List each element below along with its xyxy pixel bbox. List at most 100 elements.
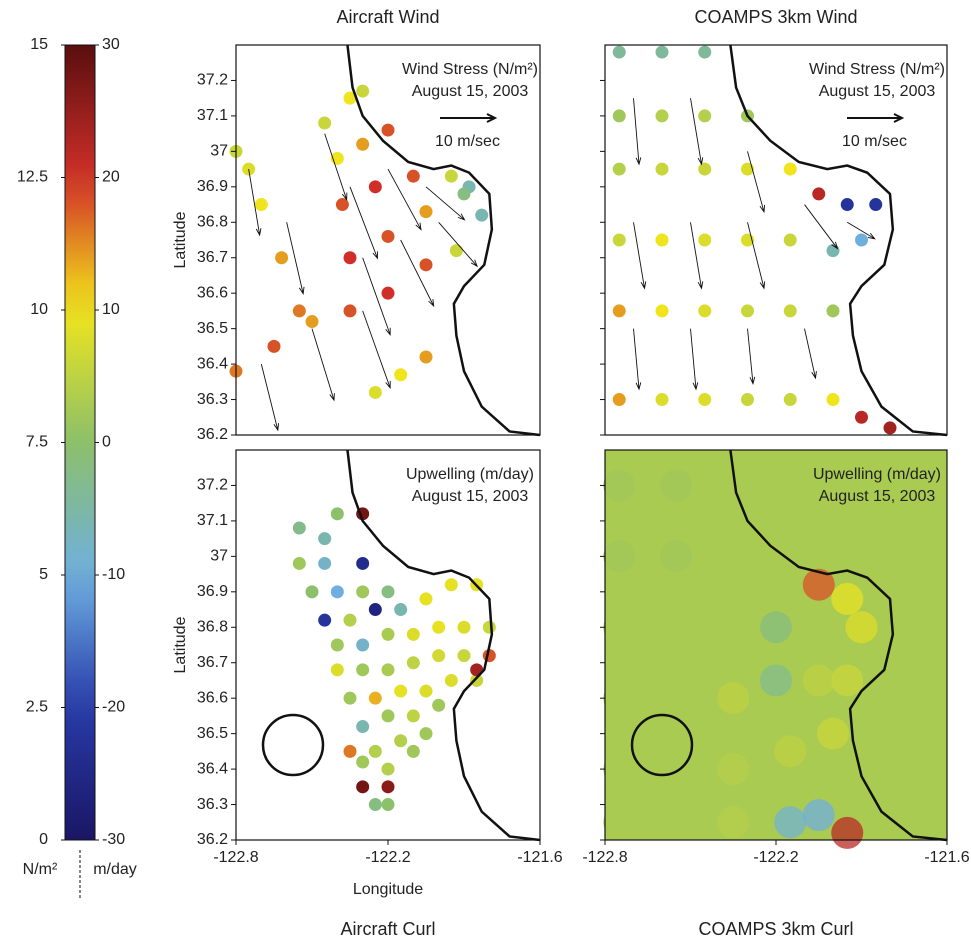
data-dot bbox=[394, 603, 408, 617]
data-dot bbox=[457, 187, 471, 201]
field-cell bbox=[831, 664, 864, 697]
data-dot bbox=[855, 233, 868, 247]
y-tick-label: 36.7 bbox=[197, 654, 228, 671]
data-dot bbox=[356, 137, 370, 151]
data-dot bbox=[698, 233, 712, 247]
data-dot bbox=[444, 673, 458, 687]
wind-vector bbox=[847, 221, 876, 240]
field-cell bbox=[603, 753, 636, 786]
data-dot bbox=[318, 532, 332, 546]
data-dot bbox=[356, 585, 370, 599]
annotation: August 15, 2003 bbox=[819, 83, 936, 100]
data-dot bbox=[655, 304, 669, 318]
scale-arrow bbox=[847, 113, 905, 123]
y-tick-label: 36.5 bbox=[197, 320, 228, 337]
data-dot bbox=[394, 684, 408, 698]
y-tick-label: 36.8 bbox=[197, 618, 228, 635]
field-cell bbox=[831, 816, 864, 849]
wind-vector bbox=[349, 186, 378, 260]
data-dot bbox=[612, 45, 626, 59]
field-background bbox=[605, 450, 947, 840]
data-dot bbox=[698, 304, 712, 318]
annotation: August 15, 2003 bbox=[412, 83, 529, 100]
scale-arrow bbox=[440, 113, 498, 123]
field-cell bbox=[845, 611, 878, 644]
y-tick-label: 36.6 bbox=[197, 284, 228, 301]
data-dot bbox=[655, 233, 669, 247]
wind-vector bbox=[690, 328, 699, 391]
data-dot bbox=[449, 244, 463, 258]
y-tick-label: 37 bbox=[210, 143, 228, 160]
panel-title: Aircraft Wind bbox=[336, 7, 439, 27]
y-tick-label: 36.8 bbox=[197, 213, 228, 230]
y-axis-label: Latitude bbox=[172, 616, 189, 673]
data-dot bbox=[368, 180, 382, 194]
field-cell bbox=[802, 568, 835, 601]
data-dot bbox=[394, 734, 408, 748]
annotation: Wind Stress (N/m²) bbox=[809, 61, 945, 78]
y-tick-label: 36.4 bbox=[197, 355, 228, 372]
field-cell bbox=[817, 717, 849, 750]
data-dot bbox=[318, 116, 332, 130]
data-dot bbox=[612, 304, 626, 318]
colorbar-left-label: 5 bbox=[39, 566, 48, 583]
data-dot bbox=[457, 620, 471, 634]
data-dot bbox=[381, 123, 395, 137]
data-dot bbox=[343, 744, 357, 758]
field-cell bbox=[603, 682, 636, 715]
colorbar-right-label: -10 bbox=[102, 566, 125, 583]
y-tick-label: 36.2 bbox=[197, 426, 228, 443]
annotation: Upwelling (m/day) bbox=[406, 466, 534, 483]
data-dot bbox=[826, 304, 840, 318]
wind-vector bbox=[690, 98, 704, 166]
panel-frame bbox=[604, 44, 948, 436]
y-tick-label: 37.1 bbox=[197, 107, 228, 124]
colorbar-left-label: 0 bbox=[39, 831, 48, 848]
scale-label: 10 m/sec bbox=[842, 133, 907, 150]
y-tick-label: 36.3 bbox=[197, 391, 228, 408]
field-cell bbox=[831, 582, 864, 615]
curl-scale-circle bbox=[630, 713, 694, 777]
field-cell bbox=[660, 540, 693, 573]
wind-vector bbox=[438, 221, 479, 268]
data-dot bbox=[457, 649, 471, 663]
data-dot bbox=[655, 109, 669, 123]
field-cell bbox=[717, 806, 750, 839]
field-cell bbox=[717, 611, 750, 644]
y-tick-label: 36.4 bbox=[197, 760, 228, 777]
wind-vector bbox=[747, 151, 766, 214]
data-dot bbox=[343, 91, 357, 105]
field-cell bbox=[703, 469, 735, 502]
data-dot bbox=[330, 585, 344, 599]
field-cell bbox=[760, 611, 792, 644]
data-dot bbox=[305, 315, 319, 329]
data-dot bbox=[655, 45, 669, 59]
wind-vector bbox=[362, 257, 391, 336]
colorbar-right-label: -30 bbox=[102, 831, 125, 848]
data-dot bbox=[406, 744, 420, 758]
data-dot bbox=[432, 620, 446, 634]
wind-vector bbox=[747, 222, 766, 290]
data-dot bbox=[330, 663, 344, 677]
data-dot bbox=[869, 198, 883, 212]
unit-label: N/m² bbox=[23, 861, 58, 878]
data-dot bbox=[381, 585, 395, 599]
data-dot bbox=[406, 656, 420, 670]
data-dot bbox=[292, 521, 306, 535]
data-dot bbox=[612, 109, 626, 123]
y-tick-label: 37.2 bbox=[197, 477, 228, 494]
colorbar-left-label: 2.5 bbox=[26, 699, 48, 716]
y-tick-label: 37.2 bbox=[197, 72, 228, 89]
data-dot bbox=[343, 251, 357, 265]
field-cell bbox=[660, 806, 693, 839]
markers bbox=[292, 507, 496, 812]
field-cell bbox=[603, 469, 636, 502]
data-dot bbox=[368, 691, 382, 705]
data-dot bbox=[381, 627, 395, 641]
field-cell bbox=[660, 682, 693, 715]
colorbar-right-label: 10 bbox=[102, 301, 120, 318]
data-dot bbox=[783, 393, 797, 407]
data-dot bbox=[318, 556, 332, 570]
data-dot bbox=[335, 198, 349, 212]
